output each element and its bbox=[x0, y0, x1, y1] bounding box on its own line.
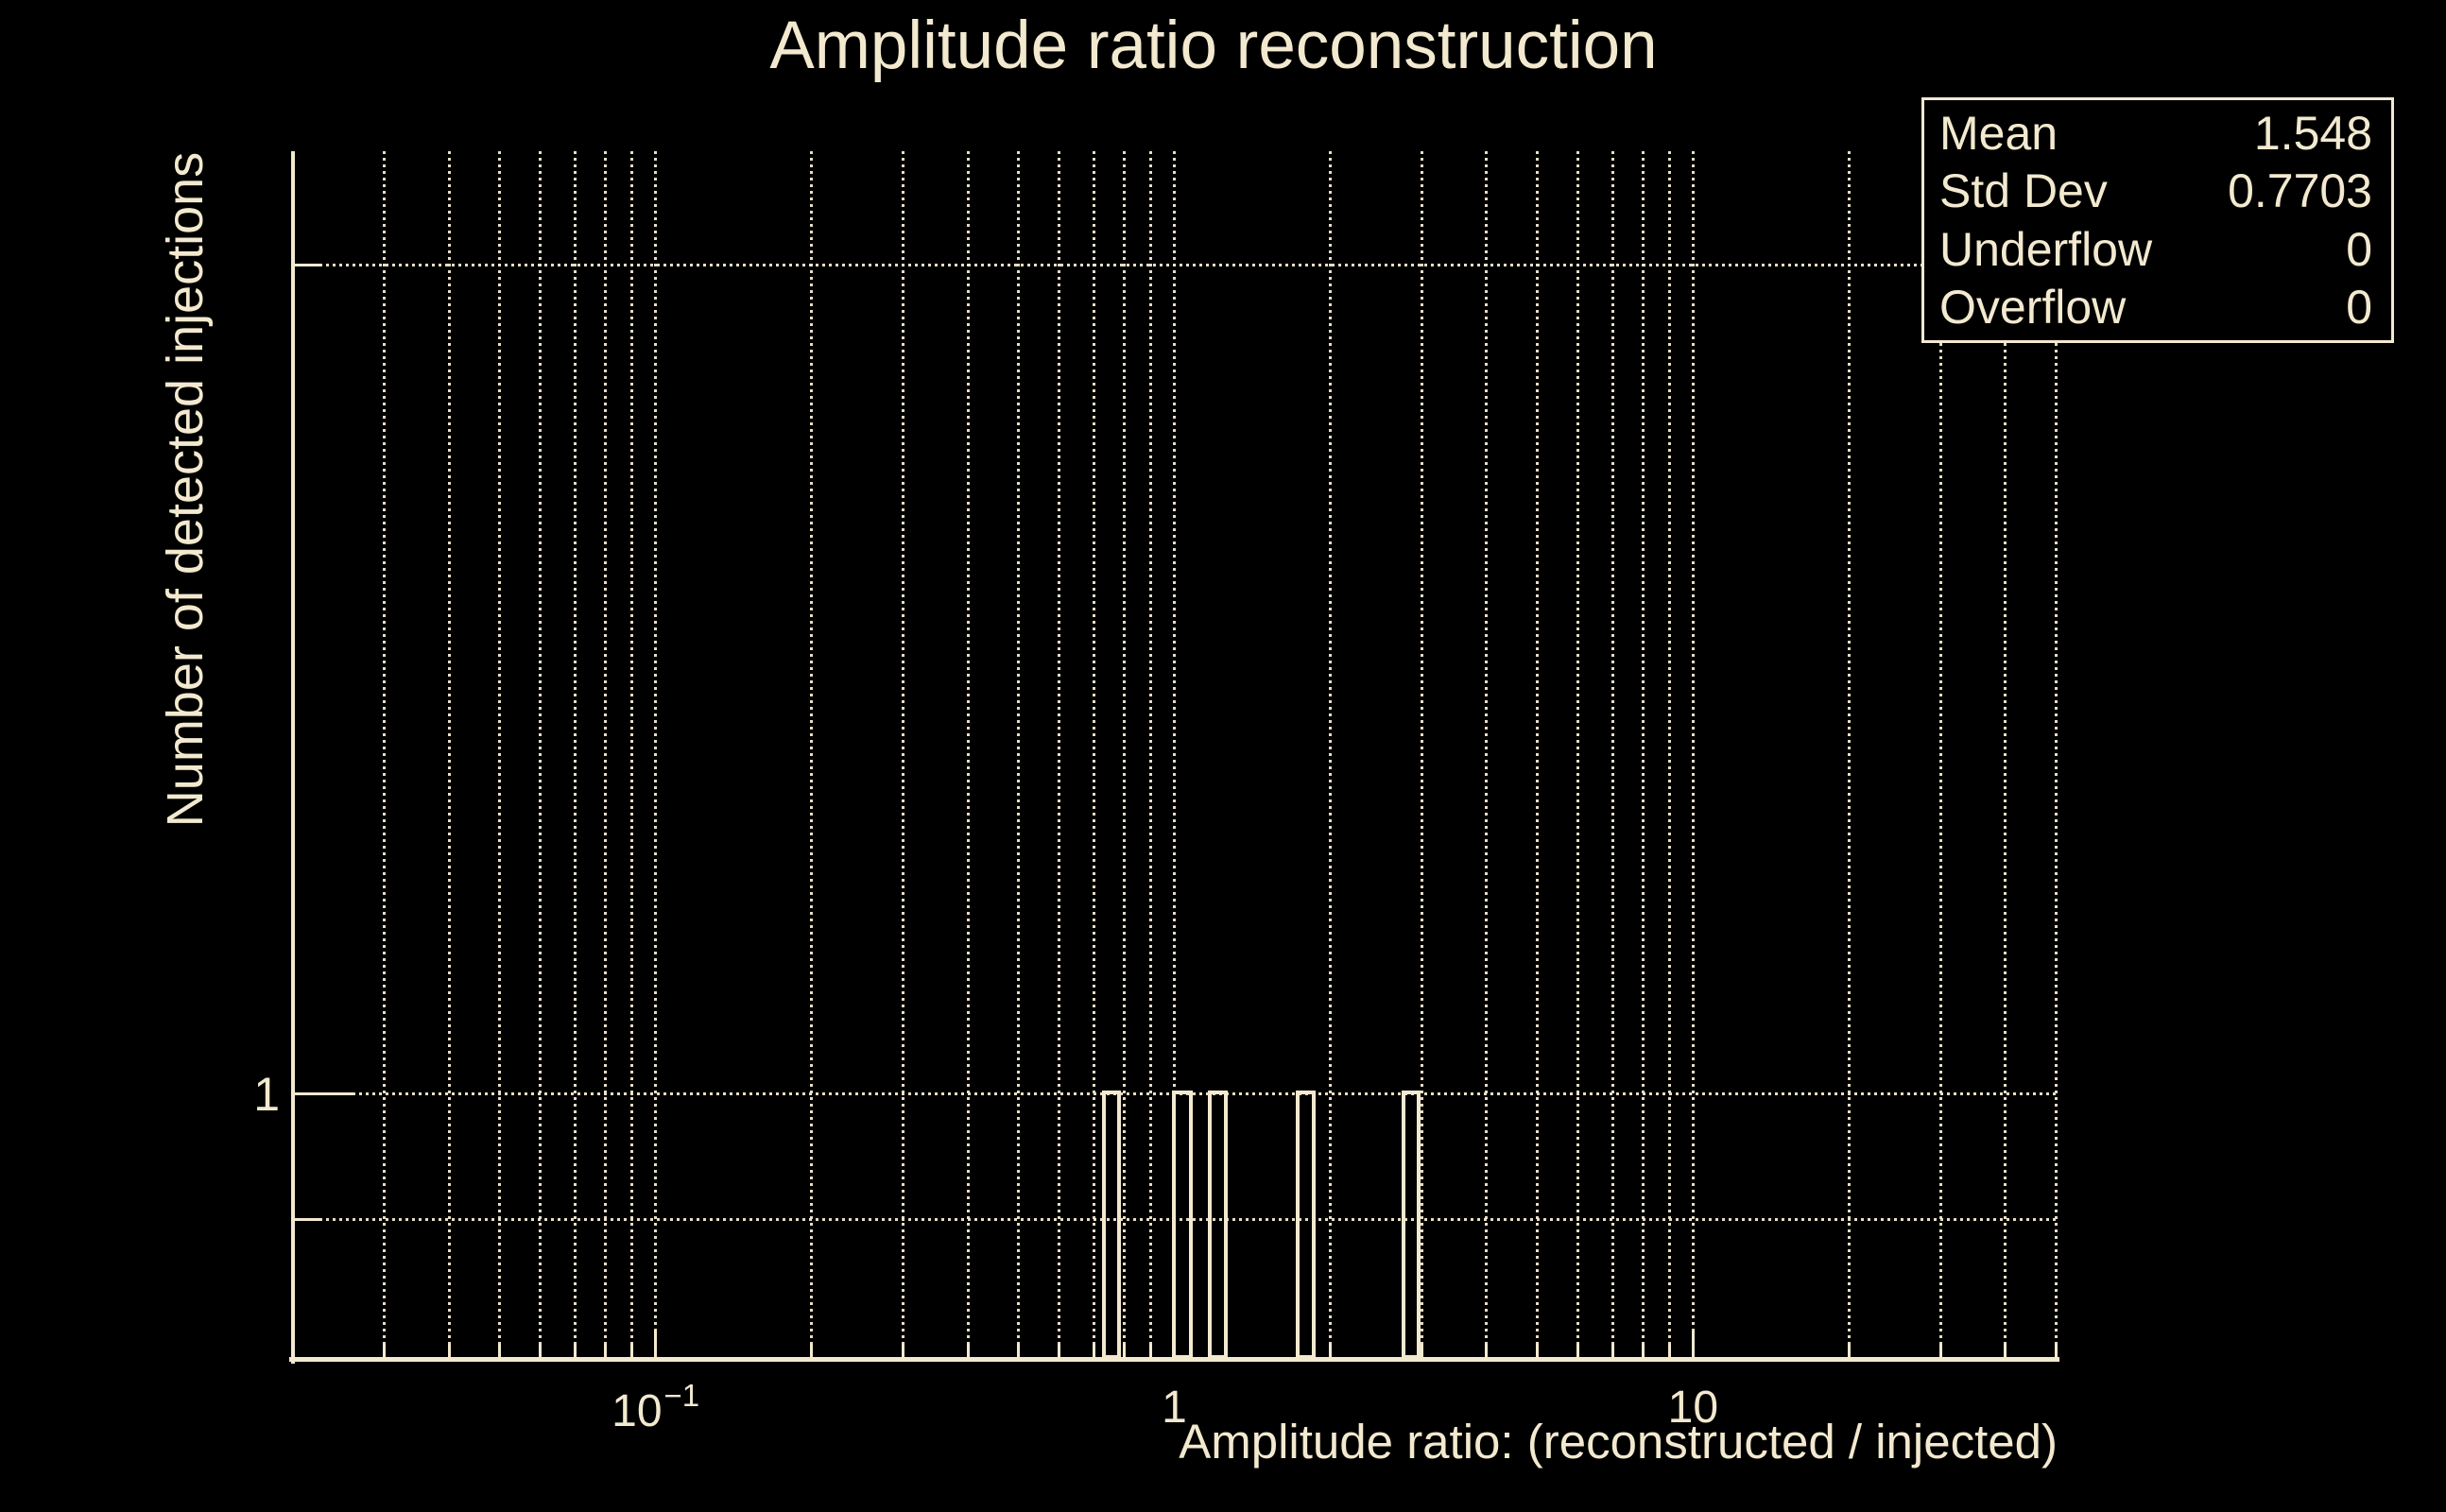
histogram-bar bbox=[1207, 1090, 1229, 1359]
x-minor-tick bbox=[2054, 1344, 2058, 1357]
y-axis-title: Number of detected injections bbox=[157, 151, 214, 828]
stats-label: Overflow bbox=[1939, 281, 2127, 335]
stats-value: 0 bbox=[2346, 222, 2372, 276]
x-gridline bbox=[810, 151, 814, 1357]
x-gridline bbox=[1173, 151, 1176, 1357]
x-minor-tick bbox=[603, 1344, 607, 1357]
x-gridline bbox=[1535, 151, 1539, 1357]
y-gridline bbox=[293, 264, 2056, 267]
x-tick-label-base: 10 bbox=[1667, 1383, 1719, 1433]
x-gridline bbox=[1329, 151, 1333, 1357]
x-minor-tick bbox=[1611, 1344, 1614, 1357]
x-gridline bbox=[1016, 151, 1020, 1357]
x-minor-tick bbox=[902, 1344, 904, 1357]
y-major-tick bbox=[293, 1092, 353, 1096]
x-minor-tick bbox=[1576, 1344, 1580, 1357]
histogram-bar bbox=[1401, 1090, 1421, 1359]
x-gridline bbox=[1576, 151, 1580, 1357]
stats-label: Std Dev bbox=[1939, 164, 2108, 218]
x-minor-tick bbox=[810, 1344, 814, 1357]
x-gridline bbox=[1611, 151, 1614, 1357]
x-minor-tick bbox=[1092, 1344, 1095, 1357]
x-major-tick bbox=[654, 1331, 658, 1357]
x-minor-tick bbox=[2004, 1344, 2007, 1357]
x-gridline bbox=[497, 151, 501, 1357]
stats-row: Mean 1.548 bbox=[1939, 106, 2372, 161]
x-tick-label-base: 10 bbox=[612, 1386, 663, 1436]
x-minor-tick bbox=[1535, 1344, 1539, 1357]
x-axis-tick-label: 1 bbox=[1162, 1382, 1187, 1434]
x-minor-tick bbox=[1122, 1344, 1126, 1357]
x-minor-tick bbox=[574, 1344, 577, 1357]
x-gridline bbox=[1641, 151, 1645, 1357]
x-minor-tick bbox=[966, 1344, 970, 1357]
stats-row: Std Dev 0.7703 bbox=[1939, 163, 2372, 218]
x-gridline bbox=[1938, 151, 1942, 1357]
x-gridline bbox=[2054, 151, 2058, 1357]
x-minor-tick bbox=[1667, 1344, 1671, 1357]
x-gridline bbox=[1092, 151, 1095, 1357]
x-minor-tick bbox=[497, 1344, 501, 1357]
x-gridline bbox=[1485, 151, 1489, 1357]
plot-title: Amplitude ratio reconstruction bbox=[769, 9, 1658, 83]
x-minor-tick bbox=[447, 1344, 451, 1357]
x-minor-tick bbox=[630, 1344, 634, 1357]
stats-value: 0 bbox=[2346, 281, 2372, 335]
x-minor-tick bbox=[1420, 1344, 1423, 1357]
x-minor-tick bbox=[1485, 1344, 1489, 1357]
x-minor-tick bbox=[383, 1344, 387, 1357]
x-axis-line bbox=[289, 1357, 2059, 1362]
y-minor-tick bbox=[293, 1218, 321, 1222]
x-gridline bbox=[1148, 151, 1152, 1357]
x-minor-tick bbox=[1641, 1344, 1645, 1357]
x-gridline bbox=[447, 151, 451, 1357]
x-minor-tick bbox=[1329, 1344, 1333, 1357]
x-gridline bbox=[902, 151, 904, 1357]
x-axis-tick-label: 10−1 bbox=[612, 1378, 699, 1437]
x-major-tick bbox=[1691, 1331, 1695, 1357]
x-gridline bbox=[383, 151, 387, 1357]
x-tick-label-exponent: −1 bbox=[663, 1378, 700, 1413]
x-gridline bbox=[1420, 151, 1423, 1357]
stats-value: 1.548 bbox=[2253, 106, 2372, 160]
x-gridline bbox=[1848, 151, 1852, 1357]
y-minor-tick bbox=[293, 264, 321, 267]
histogram-bar bbox=[1101, 1090, 1122, 1359]
x-gridline bbox=[1691, 151, 1695, 1357]
x-gridline bbox=[574, 151, 577, 1357]
x-major-tick bbox=[1173, 1331, 1176, 1357]
x-gridline bbox=[603, 151, 607, 1357]
stats-value: 0.7703 bbox=[2228, 164, 2372, 218]
x-gridline bbox=[654, 151, 658, 1357]
x-minor-tick bbox=[1058, 1344, 1061, 1357]
x-minor-tick bbox=[1148, 1344, 1152, 1357]
y-axis-line bbox=[291, 151, 295, 1364]
x-gridline bbox=[2004, 151, 2007, 1357]
x-gridline bbox=[539, 151, 543, 1357]
x-axis-title: Amplitude ratio: (reconstructed / inject… bbox=[1179, 1415, 2058, 1469]
x-gridline bbox=[1667, 151, 1671, 1357]
histogram-bar bbox=[1172, 1090, 1193, 1359]
plot-area bbox=[289, 151, 2059, 1364]
x-minor-tick bbox=[1016, 1344, 1020, 1357]
stats-row: Overflow 0 bbox=[1939, 280, 2372, 335]
stats-row: Underflow 0 bbox=[1939, 222, 2372, 277]
x-gridline bbox=[1058, 151, 1061, 1357]
stats-box: Mean 1.548 Std Dev 0.7703 Underflow 0 Overflow… bbox=[1921, 97, 2394, 343]
stats-label: Underflow bbox=[1939, 222, 2153, 276]
y-axis-tick-label-1: 1 bbox=[253, 1068, 280, 1121]
x-gridline bbox=[1122, 151, 1126, 1357]
x-minor-tick bbox=[1848, 1344, 1852, 1357]
x-axis-tick-label: 10 bbox=[1668, 1382, 1718, 1434]
x-minor-tick bbox=[539, 1344, 543, 1357]
histogram-bar bbox=[1296, 1090, 1316, 1359]
x-tick-label-base: 1 bbox=[1162, 1383, 1187, 1433]
x-gridline bbox=[966, 151, 970, 1357]
stats-label: Mean bbox=[1939, 106, 2058, 160]
x-gridline bbox=[630, 151, 634, 1357]
x-minor-tick bbox=[1938, 1344, 1942, 1357]
